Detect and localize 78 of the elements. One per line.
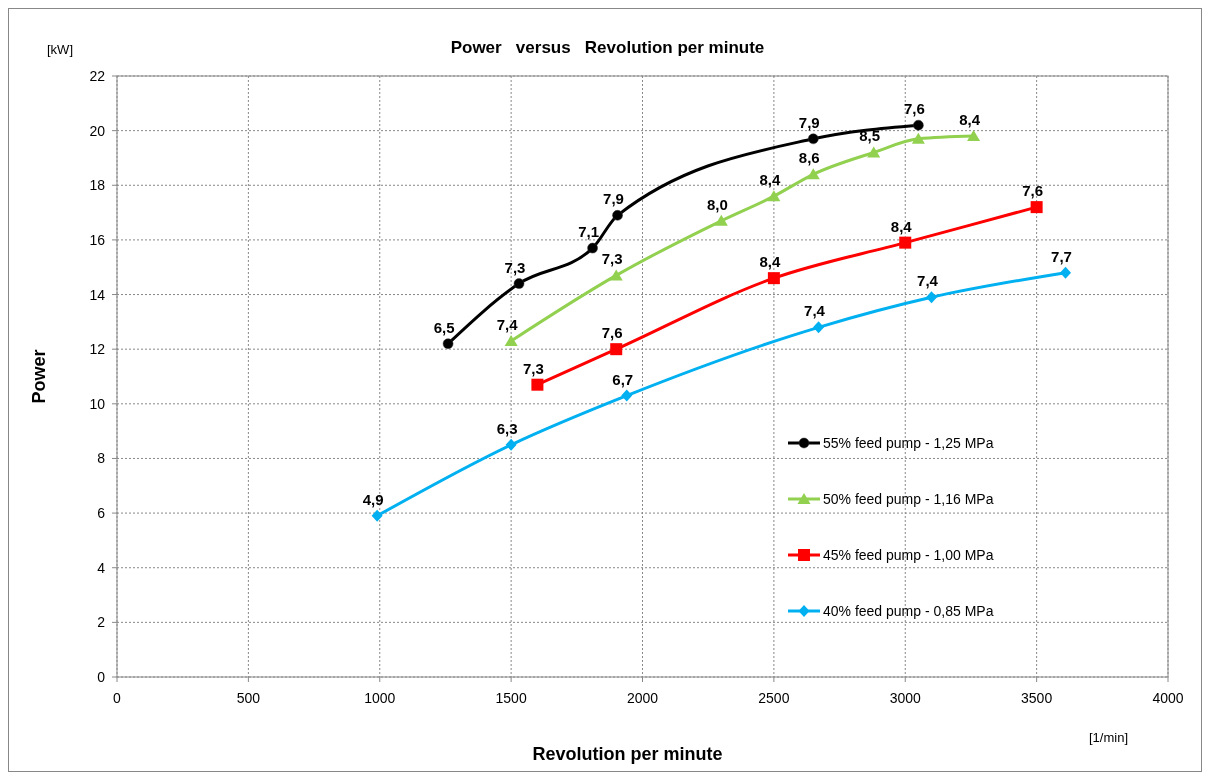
point xyxy=(531,378,544,391)
legend-label: 55% feed pump - 1,25 MPa xyxy=(823,435,994,451)
y-tick-label: 10 xyxy=(89,395,106,412)
annotation: 8,4 xyxy=(890,217,913,235)
y-tick-label: 16 xyxy=(89,231,106,248)
point xyxy=(913,119,924,131)
annotation: 6,5 xyxy=(433,318,455,336)
legend-label: 50% feed pump - 1,16 MPa xyxy=(823,491,994,507)
point xyxy=(813,321,825,334)
annotation: 7,1 xyxy=(578,223,600,241)
annotation: 8,4 xyxy=(759,253,781,271)
legend-label: 45% feed pump - 1,00 MPa xyxy=(823,547,994,563)
point xyxy=(911,132,925,144)
annotation: 7,3 xyxy=(504,258,526,276)
point xyxy=(442,338,454,349)
point xyxy=(767,190,781,202)
point xyxy=(610,343,623,356)
annotation: 7,4 xyxy=(917,272,939,290)
point xyxy=(504,334,518,346)
y-tick-label: 22 xyxy=(89,68,106,84)
annotation: 8,6 xyxy=(798,149,820,167)
point xyxy=(371,509,383,522)
x-axis-title: Revolution per minute xyxy=(532,744,723,764)
annotation: 6,3 xyxy=(496,419,518,437)
annotation: 4,9 xyxy=(362,490,384,508)
point xyxy=(926,291,938,304)
point xyxy=(1060,266,1072,279)
x-tick-label: 1000 xyxy=(364,690,396,706)
annotation: 7,6 xyxy=(903,100,925,118)
point xyxy=(899,236,912,249)
y-tick-label: 0 xyxy=(97,669,106,685)
annotation: 7,4 xyxy=(804,302,826,320)
annotation: 7,9 xyxy=(798,113,820,131)
annotation: 7,4 xyxy=(496,315,519,333)
y-tick-label: 14 xyxy=(89,286,106,303)
x-tick-label: 2000 xyxy=(626,690,659,706)
point xyxy=(1030,201,1043,214)
annotation: 7,9 xyxy=(603,190,624,208)
point xyxy=(714,214,728,226)
x-tick-label: 500 xyxy=(236,690,261,706)
annotation: 7,6 xyxy=(1022,182,1044,200)
point xyxy=(621,389,633,402)
annotation: 8,0 xyxy=(706,195,728,213)
x-tick-label: 1500 xyxy=(495,690,527,706)
text: [kW] xyxy=(47,42,73,57)
annotation: 8,4 xyxy=(959,111,981,129)
point xyxy=(808,133,819,145)
point xyxy=(505,438,517,451)
y-tick-label: 18 xyxy=(89,177,106,194)
x-tick-label: 0 xyxy=(113,690,122,706)
y-tick-label: 6 xyxy=(97,505,106,522)
y-tick-label: 20 xyxy=(89,122,106,139)
y-tick-label: 8 xyxy=(97,450,106,467)
y-tick-label: 4 xyxy=(97,559,106,576)
annotation: 7,3 xyxy=(601,250,623,268)
x-tick-label: 3500 xyxy=(1021,690,1053,706)
y-tick-label: 12 xyxy=(89,341,106,358)
annotation: 7,3 xyxy=(522,359,544,377)
point xyxy=(767,272,780,285)
y-tick-label: 2 xyxy=(97,614,106,631)
annotation: 7,6 xyxy=(601,324,623,342)
x-tick-label: 2500 xyxy=(758,690,790,706)
x-tick-label: 4000 xyxy=(1152,690,1184,706)
legend-label: 40% feed pump - 0,85 MPa xyxy=(823,603,994,619)
annotation: 8,5 xyxy=(859,127,881,145)
annotation: 6,7 xyxy=(612,370,634,388)
chart-title: Power versus Revolution per minute xyxy=(450,38,765,57)
point xyxy=(806,168,820,180)
x-tick-label: 3000 xyxy=(889,690,922,706)
point xyxy=(513,278,525,289)
text: [1/min] xyxy=(1088,730,1128,745)
point xyxy=(587,242,598,254)
annotation: 8,4 xyxy=(759,171,781,189)
point xyxy=(967,130,981,142)
point xyxy=(609,269,623,281)
y-axis-title: Power xyxy=(29,349,49,404)
annotation: 7,7 xyxy=(1051,247,1072,265)
point xyxy=(612,210,623,221)
